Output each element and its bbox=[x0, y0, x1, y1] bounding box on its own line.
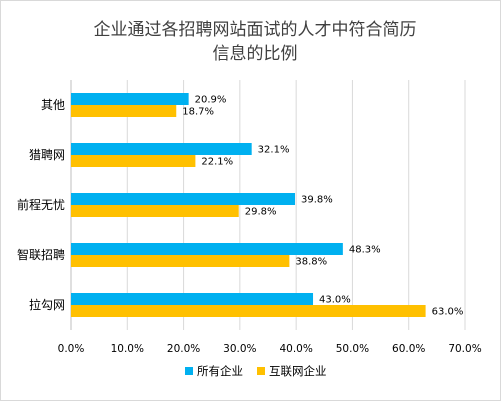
bar-all-companies bbox=[71, 243, 343, 255]
data-label: 18.7% bbox=[182, 107, 214, 118]
x-tick-label: 0.0% bbox=[58, 343, 85, 355]
legend-swatch-all-companies bbox=[185, 367, 193, 375]
bar-all-companies bbox=[71, 293, 314, 305]
data-label: 29.8% bbox=[245, 207, 277, 218]
data-label: 32.1% bbox=[258, 145, 290, 156]
chart-title-line-2: 信息的比例 bbox=[212, 44, 298, 64]
x-tick-label: 40.0% bbox=[279, 343, 312, 355]
chart-title-line-1: 企业通过各招聘网站面试的人才中符合简历 bbox=[93, 20, 417, 40]
legend-label: 互联网企业 bbox=[269, 364, 327, 378]
x-tick-label: 20.0% bbox=[167, 343, 200, 355]
bar-internet-companies bbox=[71, 205, 239, 217]
legend-swatch-internet-companies bbox=[257, 367, 265, 375]
x-tick-label: 70.0% bbox=[448, 343, 481, 355]
data-label: 22.1% bbox=[201, 157, 233, 168]
bar-internet-companies bbox=[71, 155, 196, 167]
bar-all-companies bbox=[71, 143, 252, 155]
bar-all-companies bbox=[71, 93, 189, 105]
x-tick-label: 60.0% bbox=[392, 343, 425, 355]
bar-internet-companies bbox=[71, 305, 426, 317]
legend-label: 所有企业 bbox=[197, 364, 243, 378]
category-label: 前程无忧 bbox=[17, 197, 65, 212]
data-label: 63.0% bbox=[432, 307, 464, 318]
bar-internet-companies bbox=[71, 255, 290, 267]
category-label: 猎聘网 bbox=[29, 148, 65, 162]
x-tick-label: 10.0% bbox=[111, 343, 144, 355]
x-tick-label: 30.0% bbox=[223, 343, 256, 355]
bar-all-companies bbox=[71, 193, 296, 205]
category-label: 其他 bbox=[41, 98, 65, 112]
chart-title: 企业通过各招聘网站面试的人才中符合简历 信息的比例 bbox=[60, 18, 450, 66]
bar-internet-companies bbox=[71, 105, 177, 117]
category-label: 智联招聘 bbox=[17, 247, 65, 262]
data-label: 39.8% bbox=[301, 195, 333, 206]
category-label: 拉勾网 bbox=[29, 297, 65, 312]
data-label: 38.8% bbox=[295, 257, 327, 268]
data-label: 20.9% bbox=[195, 95, 227, 106]
x-tick-label: 50.0% bbox=[336, 343, 369, 355]
data-label: 43.0% bbox=[319, 295, 351, 306]
data-label: 48.3% bbox=[349, 245, 381, 256]
